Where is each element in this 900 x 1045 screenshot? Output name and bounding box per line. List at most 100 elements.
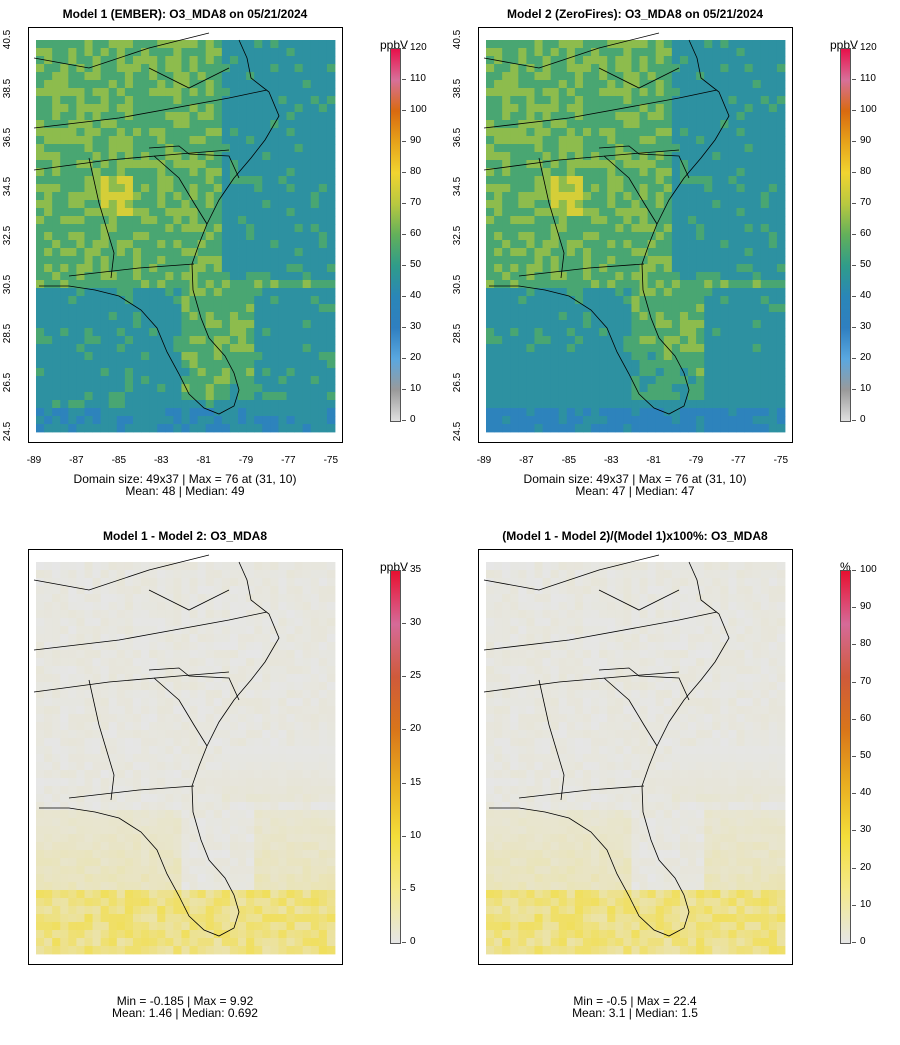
colorbar-tick-label: 40 — [860, 787, 872, 799]
state-boundary-ky — [483, 554, 660, 591]
panel-model1: Model 1 (EMBER): O3_MDA8 on 05/21/2024 4… — [0, 0, 450, 522]
colorbar-unit: ppbV — [380, 560, 409, 574]
colorbar-tick-label: 30 — [410, 617, 422, 629]
state-boundary-fl-ga — [518, 263, 645, 277]
stats-line-2: Mean: 48 | Median: 49 — [125, 484, 245, 498]
colorbar-tick-label: 70 — [860, 197, 872, 208]
colorbar-tick-label: 120 — [410, 42, 427, 53]
state-boundary-nc-sc — [148, 145, 240, 179]
state-boundary-al-ga — [538, 679, 565, 801]
state-boundary-tn-ga — [483, 671, 680, 693]
latitude-tick-label: 26.5 — [2, 372, 14, 393]
colorbar-tick-mark — [852, 79, 856, 80]
colorbar-tick-label: 100 — [860, 104, 877, 115]
colorbar-tick-label: 50 — [860, 259, 872, 270]
longitude-tick-label: -85 — [111, 455, 127, 466]
stats-line-1: Min = -0.5 | Max = 22.4 — [573, 994, 697, 1008]
colorbar-tick-mark — [402, 676, 406, 678]
state-boundary-ky — [33, 32, 210, 69]
colorbar-tick-label: 10 — [410, 383, 422, 394]
colorbar-unit: % — [840, 560, 851, 574]
colorbar-tick-label: 20 — [410, 352, 422, 363]
state-boundary-sc-ga — [153, 155, 208, 225]
colorbar-tick-mark — [852, 389, 856, 390]
latitude-tick-label: 26.5 — [452, 372, 464, 393]
state-boundary-fl-ga — [68, 785, 195, 799]
colorbar-tick-mark — [852, 830, 856, 832]
longitude-tick-label: -77 — [281, 455, 296, 466]
state-boundary-nc-sc — [598, 667, 690, 701]
state-boundary-nc-sc — [148, 667, 240, 701]
panel-difference: Model 1 - Model 2: O3_MDA8 Min = -0.185 … — [0, 522, 450, 1044]
colorbar-tick-label: 10 — [860, 898, 872, 910]
colorbar-tick-label: 5 — [410, 882, 416, 894]
colorbar-tick-label: 0 — [860, 414, 866, 425]
coastline — [489, 39, 730, 415]
latitude-tick-label: 28.5 — [452, 323, 464, 344]
state-boundary-fl-ga — [68, 263, 195, 277]
coastline — [39, 39, 280, 415]
longitude-tick-label: -75 — [323, 455, 339, 466]
state-boundary-al-ga — [538, 157, 565, 279]
longitude-tick-label: -89 — [26, 455, 42, 466]
state-boundary-al-ga — [88, 157, 115, 279]
colorbar-tick-label: 0 — [860, 936, 866, 947]
panel-title: Model 1 (EMBER): O3_MDA8 on 05/21/2024 — [62, 7, 308, 21]
longitude-tick-label: -79 — [688, 455, 704, 466]
colorbar-tick-mark — [852, 644, 856, 646]
longitude-tick-label: -81 — [196, 455, 211, 466]
colorbar-unit: ppbV — [380, 38, 409, 52]
colorbar-tick-mark — [402, 942, 406, 943]
colorbar-tick-mark — [852, 420, 856, 421]
longitude-tick-label: -83 — [153, 455, 169, 466]
colorbar-tick-mark — [402, 172, 406, 173]
colorbar-tick-mark — [852, 265, 856, 266]
colorbar-tick-label: 100 — [410, 104, 427, 115]
map-canvas — [483, 32, 786, 433]
colorbar-tick-mark — [852, 570, 856, 571]
colorbar-tick-mark — [402, 570, 406, 571]
colorbar-tick-mark — [402, 141, 406, 142]
colorbar-tick-label: 90 — [410, 135, 422, 146]
colorbar-tick-label: 20 — [410, 723, 422, 735]
latitude-tick-label: 34.5 — [452, 176, 464, 197]
latitude-tick-label: 38.5 — [452, 78, 464, 99]
state-boundary-nc-sc — [598, 145, 690, 179]
state-boundary-tn-ga — [33, 149, 230, 171]
state-boundary-sc-ga — [153, 677, 208, 747]
colorbar-tick-mark — [402, 79, 406, 80]
longitude-tick-label: -87 — [69, 455, 84, 466]
panel-percent-difference: (Model 1 - Model 2)/(Model 1)x100%: O3_M… — [450, 522, 900, 1044]
colorbar-tick-mark — [402, 389, 406, 390]
map-frame — [28, 549, 343, 965]
ozone-grid — [36, 562, 336, 955]
colorbar-tick-mark — [852, 203, 856, 204]
colorbar-tick-mark — [852, 327, 856, 328]
colorbar-tick-mark — [402, 110, 406, 111]
map-frame — [478, 549, 793, 965]
longitude-tick-label: -87 — [519, 455, 534, 466]
colorbar-tick-mark — [402, 782, 406, 784]
colorbar-tick-mark — [852, 942, 856, 943]
colorbar-tick-mark — [852, 234, 856, 235]
state-boundary-va-nc — [33, 89, 268, 129]
latitude-tick-label: 30.5 — [452, 274, 464, 295]
latitude-tick-label: 40.5 — [2, 29, 14, 50]
colorbar-tick-label: 30 — [410, 321, 422, 332]
colorbar-tick-mark — [852, 867, 856, 869]
colorbar-tick-label: 90 — [860, 601, 872, 613]
colorbar-tick-mark — [402, 623, 406, 625]
map-canvas — [33, 32, 336, 433]
state-boundary-tn-ga — [33, 671, 230, 693]
latitude-tick-label: 36.5 — [452, 127, 464, 148]
colorbar-tick-mark — [852, 718, 856, 720]
colorbar-tick-label: 0 — [410, 414, 416, 425]
stats-line-1: Min = -0.185 | Max = 9.92 — [116, 994, 254, 1008]
colorbar-tick-mark — [852, 172, 856, 173]
state-boundary-va-nc — [483, 89, 718, 129]
colorbar-tick-label: 15 — [410, 776, 422, 788]
colorbar-tick-label: 30 — [860, 321, 872, 332]
colorbar-tick-label: 110 — [410, 73, 426, 84]
colorbar — [390, 570, 401, 944]
latitude-tick-label: 24.5 — [2, 421, 14, 442]
